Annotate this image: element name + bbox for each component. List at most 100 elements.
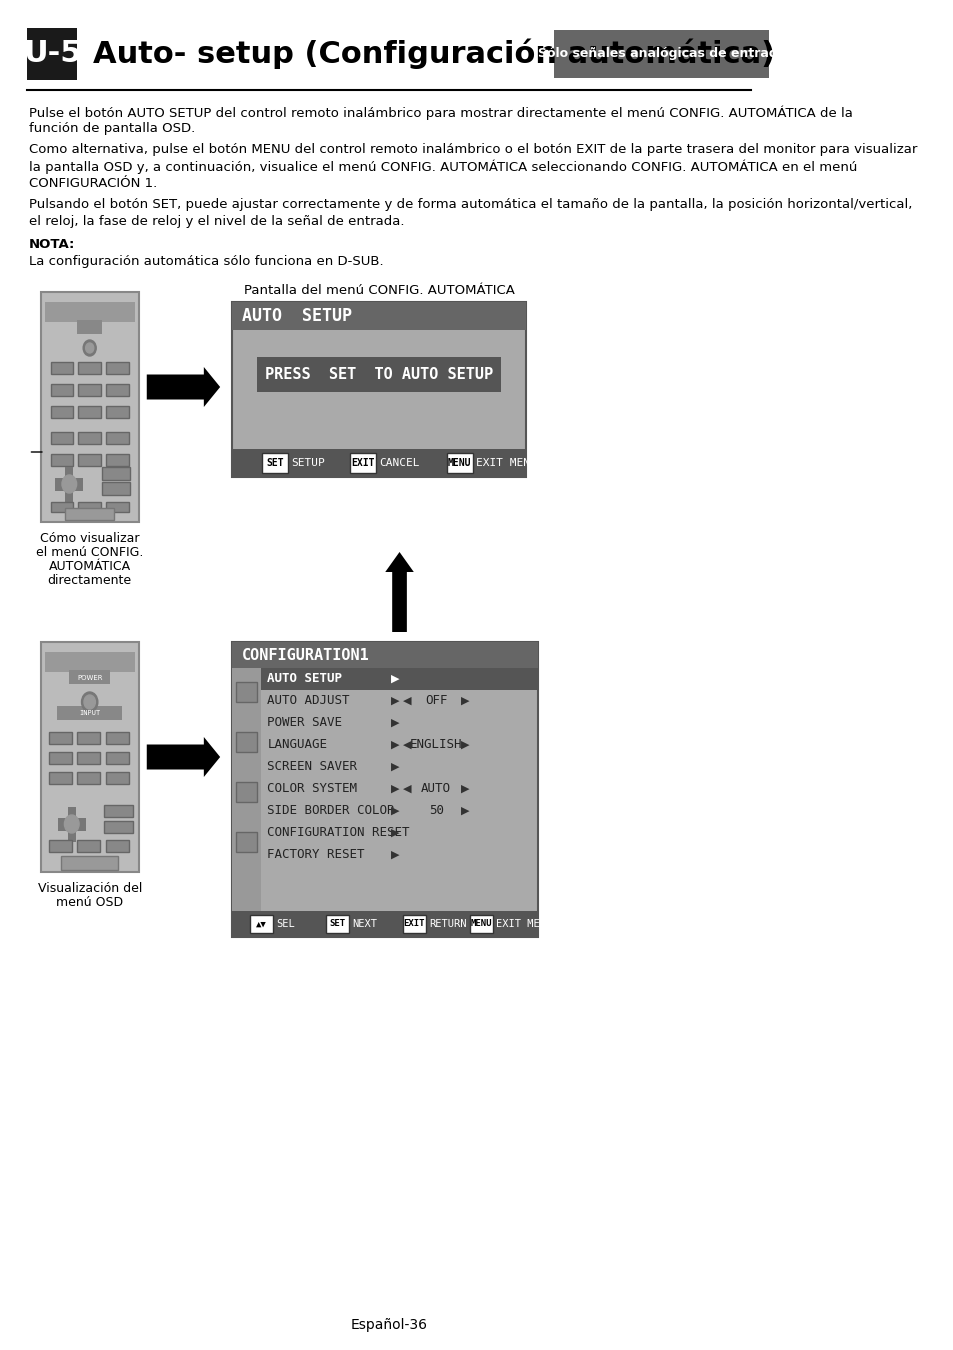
Bar [236,782,256,802]
Text: ▶: ▶ [391,740,399,751]
Text: CANCEL: CANCEL [378,458,419,468]
Text: el reloj, la fase de reloj y el nivel de la señal de entrada.: el reloj, la fase de reloj y el nivel de… [29,215,404,228]
Bar [104,805,132,817]
Bar [446,454,473,472]
Text: la pantalla OSD y, a continuación, visualice el menú CONFIG. AUTOMÁTICA seleccio: la pantalla OSD y, a continuación, visua… [29,161,856,174]
Bar [350,454,375,472]
Bar [236,682,256,702]
Text: EXIT MENU: EXIT MENU [476,458,537,468]
Text: 50: 50 [428,805,443,818]
Text: AUTO ADJUST: AUTO ADJUST [267,694,350,707]
Text: SET: SET [266,458,283,468]
Text: NOTA:: NOTA: [29,238,75,251]
Text: menú OSD: menú OSD [56,896,123,909]
Text: FACTORY RESET: FACTORY RESET [267,849,365,861]
Text: ▲▼: ▲▼ [255,919,267,929]
Bar [106,362,129,374]
Bar [77,840,100,852]
Text: AUTOMÁTICA: AUTOMÁTICA [49,560,131,572]
Text: SIDE BORDER COLOR: SIDE BORDER COLOR [267,805,395,818]
Bar [106,840,129,852]
Bar [106,502,129,512]
Bar [554,30,768,78]
Bar [250,915,273,933]
Text: ▶: ▶ [460,806,469,815]
Text: AUTO: AUTO [421,783,451,795]
Text: ▶: ▶ [391,828,399,838]
Text: Sólo señales analógicas de entrada: Sólo señales analógicas de entrada [537,47,785,61]
Bar [45,652,134,672]
Text: Pantalla del menú CONFIG. AUTOMÁTICA: Pantalla del menú CONFIG. AUTOMÁTICA [243,284,514,297]
FancyArrow shape [147,367,220,406]
FancyArrow shape [147,737,220,778]
Bar [51,432,73,444]
Bar [51,502,73,512]
Text: La configuración automática sólo funciona en D-SUB.: La configuración automática sólo funcion… [29,255,383,269]
Text: Pulsando el botón SET, puede ajustar correctamente y de forma automática el tama: Pulsando el botón SET, puede ajustar cor… [29,198,911,211]
Text: EXIT: EXIT [351,458,375,468]
Text: RETURN: RETURN [429,919,466,929]
Bar [233,668,260,911]
Bar [78,362,101,374]
Bar [49,772,71,784]
Bar [77,732,100,744]
Bar [106,383,129,396]
Text: SETUP: SETUP [291,458,324,468]
Bar [77,772,100,784]
Bar [51,383,73,396]
Text: PRESS  SET  TO AUTO SETUP: PRESS SET TO AUTO SETUP [265,367,493,382]
Text: INPUT: INPUT [79,710,100,716]
Text: MENU: MENU [448,458,471,468]
Bar [233,450,525,477]
Bar [260,668,537,690]
Bar [49,752,71,764]
Text: U-5: U-5 [23,39,81,69]
Bar [233,643,537,937]
Text: Visualización del: Visualización del [37,882,142,895]
Text: ▶: ▶ [391,718,399,728]
Text: Auto- setup (Configuración automática): Auto- setup (Configuración automática) [92,39,774,69]
Bar [51,454,73,466]
Bar [27,28,77,80]
Bar [106,406,129,418]
Bar [261,454,288,472]
FancyArrow shape [385,552,414,632]
Text: SEL: SEL [275,919,294,929]
Bar [326,915,349,933]
Bar [70,670,110,684]
Bar [57,706,122,720]
Text: ▶: ▶ [391,850,399,860]
Text: AUTO SETUP: AUTO SETUP [267,672,342,686]
Bar [45,302,134,323]
Text: LANGUAGE: LANGUAGE [267,738,327,752]
Bar [106,732,129,744]
Text: COLOR SYSTEM: COLOR SYSTEM [267,783,357,795]
Text: Español-36: Español-36 [350,1318,427,1332]
Bar [78,454,101,466]
Bar [104,821,132,833]
Bar [77,320,102,333]
Bar [65,508,114,520]
Text: NEXT: NEXT [352,919,377,929]
Text: ▶: ▶ [460,697,469,706]
Bar [61,856,118,869]
Bar [51,406,73,418]
Bar [68,807,75,842]
Bar [106,432,129,444]
Bar [58,818,86,832]
Circle shape [86,343,93,352]
Bar [102,482,131,495]
Text: Pulse el botón AUTO SETUP del control remoto inalámbrico para mostrar directamen: Pulse el botón AUTO SETUP del control re… [29,105,852,120]
Bar [402,915,425,933]
Text: función de pantalla OSD.: función de pantalla OSD. [29,122,194,135]
Bar [233,302,525,329]
Text: CONFIGURATION RESET: CONFIGURATION RESET [267,826,410,840]
Bar [78,383,101,396]
Circle shape [81,693,98,711]
Bar [470,915,493,933]
Bar [236,832,256,852]
Bar [78,406,101,418]
Text: EXIT: EXIT [403,919,424,929]
Bar [256,356,501,392]
Circle shape [84,695,95,709]
